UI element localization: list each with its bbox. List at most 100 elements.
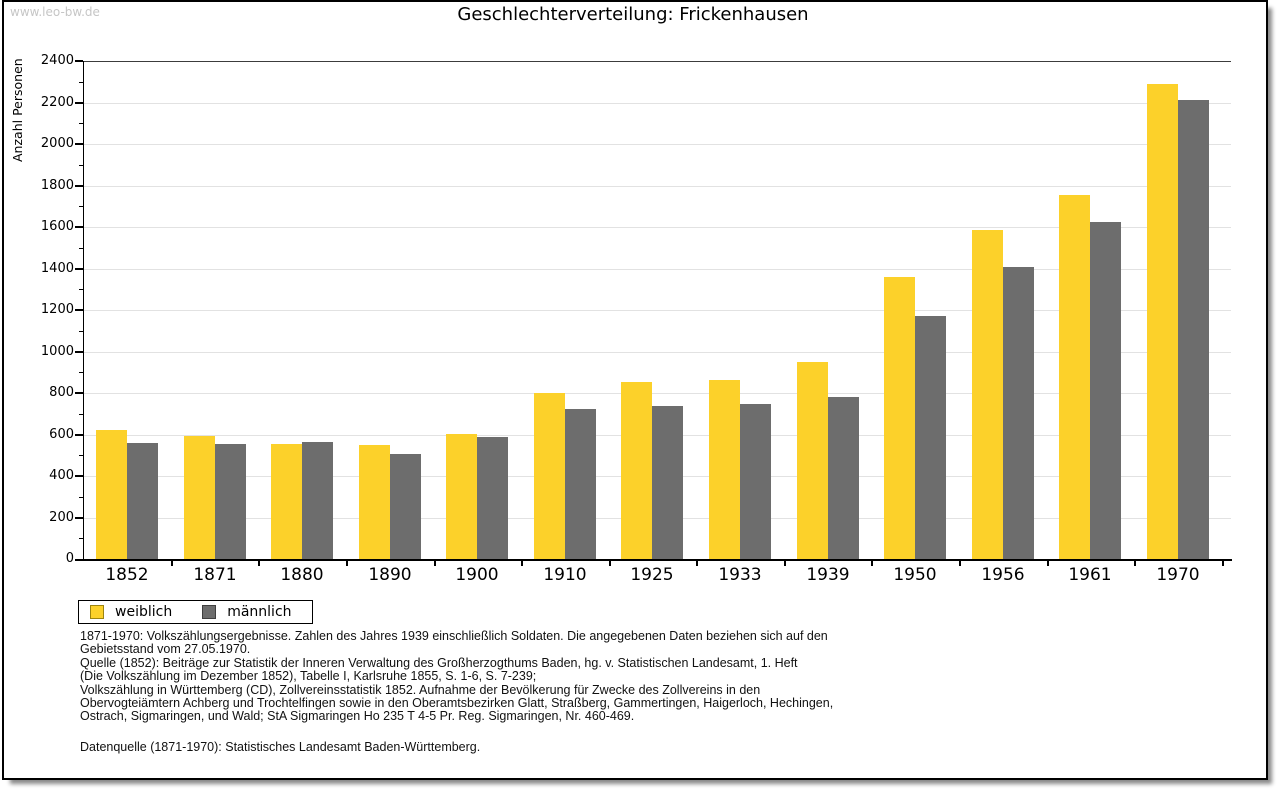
y-tick-major-800 <box>75 392 83 394</box>
bar-männlich-1871 <box>215 444 246 559</box>
y-tick-major-1800 <box>75 185 83 187</box>
y-tick-minor-1500 <box>79 248 83 249</box>
x-tick-label-1956: 1956 <box>981 565 1025 585</box>
footnote-line-4: (Die Volkszählung im Dezember 1852), Tab… <box>80 669 537 684</box>
legend: weiblich männlich <box>78 600 313 624</box>
x-tick-label-1961: 1961 <box>1068 565 1112 585</box>
x-tick-1880 <box>346 561 348 566</box>
x-tick-label-1900: 1900 <box>455 565 499 585</box>
y-tick-major-1600 <box>75 226 83 228</box>
footnote-line-3: Quelle (1852): Beiträge zur Statistik de… <box>80 655 798 670</box>
y-tick-major-400 <box>75 475 83 477</box>
datasource-line: Datenquelle (1871-1970): Statistisches L… <box>80 740 481 754</box>
bar-männlich-1900 <box>477 437 508 559</box>
footnotes: 1871-1970: Volkszählungsergebnisse. Zahl… <box>80 629 834 724</box>
y-tick-minor-1900 <box>79 165 83 166</box>
y-tick-label-2400: 2400 <box>40 53 74 68</box>
x-tick-label-1933: 1933 <box>718 565 762 585</box>
gridline-1000 <box>84 352 1231 353</box>
bar-weiblich-1970 <box>1147 84 1178 559</box>
bar-weiblich-1871 <box>184 436 215 559</box>
y-tick-minor-1100 <box>79 331 83 332</box>
y-tick-label-2000: 2000 <box>40 136 74 151</box>
x-tick-1925 <box>696 561 698 566</box>
x-tick-label-1852: 1852 <box>105 565 149 585</box>
y-tick-label-1800: 1800 <box>40 178 74 193</box>
x-tick-label-1939: 1939 <box>806 565 850 585</box>
legend-item-männlich: männlich <box>202 604 292 620</box>
y-axis-line <box>83 61 84 561</box>
footnote-line-6: Obervogteiämtern Achberg und Trochtelfin… <box>80 696 834 711</box>
gridline-1800 <box>84 186 1231 187</box>
y-tick-minor-500 <box>79 455 83 456</box>
x-tick-1970 <box>1222 561 1224 566</box>
x-tick-label-1950: 1950 <box>893 565 937 585</box>
y-tick-label-800: 800 <box>49 385 74 400</box>
x-axis-line <box>83 559 1232 561</box>
bar-männlich-1910 <box>565 409 596 559</box>
footnote-line-2: Gebietsstand vom 27.05.1970. <box>80 642 251 657</box>
y-tick-major-1000 <box>75 351 83 353</box>
y-tick-minor-300 <box>79 497 83 498</box>
x-tick-1939 <box>871 561 873 566</box>
x-tick-1852 <box>171 561 173 566</box>
x-tick-1950 <box>959 561 961 566</box>
bar-weiblich-1890 <box>359 445 390 559</box>
gridline-1400 <box>84 269 1231 270</box>
gridline-1200 <box>84 310 1231 311</box>
bar-männlich-1970 <box>1178 100 1209 559</box>
x-tick-label-1890: 1890 <box>368 565 412 585</box>
gridline-1600 <box>84 227 1231 228</box>
y-tick-major-2400 <box>75 60 83 62</box>
bar-männlich-1933 <box>740 404 771 559</box>
bar-weiblich-1900 <box>446 434 477 559</box>
bar-männlich-1890 <box>390 454 421 559</box>
y-tick-label-200: 200 <box>49 510 74 525</box>
legend-label-männlich: männlich <box>227 604 292 620</box>
bar-weiblich-1925 <box>621 382 652 559</box>
bar-männlich-1880 <box>302 442 333 559</box>
x-tick-label-1910: 1910 <box>543 565 587 585</box>
x-tick-1890 <box>434 561 436 566</box>
footnote-line-1: 1871-1970: Volkszählungsergebnisse. Zahl… <box>80 629 828 643</box>
y-tick-label-400: 400 <box>49 468 74 483</box>
x-tick-1956 <box>1047 561 1049 566</box>
y-tick-major-600 <box>75 434 83 436</box>
footnote-line-7: Ostrach, Sigmaringen, und Wald; StA Sigm… <box>80 709 635 724</box>
y-tick-minor-1700 <box>79 206 83 207</box>
legend-swatch-weiblich <box>90 605 104 619</box>
legend-label-weiblich: weiblich <box>115 604 173 620</box>
bar-männlich-1852 <box>127 443 158 559</box>
y-tick-label-1000: 1000 <box>40 344 74 359</box>
bar-weiblich-1956 <box>972 230 1003 559</box>
y-tick-label-1600: 1600 <box>40 219 74 234</box>
y-tick-minor-1300 <box>79 289 83 290</box>
x-tick-1900 <box>521 561 523 566</box>
bar-weiblich-1961 <box>1059 195 1090 559</box>
y-tick-major-200 <box>75 517 83 519</box>
y-tick-major-1200 <box>75 309 83 311</box>
x-tick-label-1871: 1871 <box>193 565 237 585</box>
gridline-800 <box>84 393 1231 394</box>
plot-top-border <box>84 61 1231 62</box>
x-tick-1871 <box>258 561 260 566</box>
bar-männlich-1956 <box>1003 267 1034 559</box>
legend-swatch-männlich <box>202 605 217 619</box>
watermark: www.leo-bw.de <box>10 5 100 19</box>
bar-männlich-1925 <box>652 406 683 559</box>
bar-weiblich-1852 <box>96 430 127 559</box>
y-tick-minor-2300 <box>79 82 83 83</box>
bar-weiblich-1880 <box>271 444 302 559</box>
bar-männlich-1950 <box>915 316 946 559</box>
y-tick-minor-100 <box>79 538 83 539</box>
y-tick-major-0 <box>75 559 83 561</box>
y-tick-label-0: 0 <box>65 551 74 566</box>
y-tick-major-2000 <box>75 143 83 145</box>
y-tick-major-2200 <box>75 102 83 104</box>
y-tick-minor-900 <box>79 372 83 373</box>
x-tick-label-1925: 1925 <box>630 565 674 585</box>
bar-männlich-1961 <box>1090 222 1121 559</box>
x-tick-label-1970: 1970 <box>1156 565 1200 585</box>
gridline-2200 <box>84 103 1231 104</box>
